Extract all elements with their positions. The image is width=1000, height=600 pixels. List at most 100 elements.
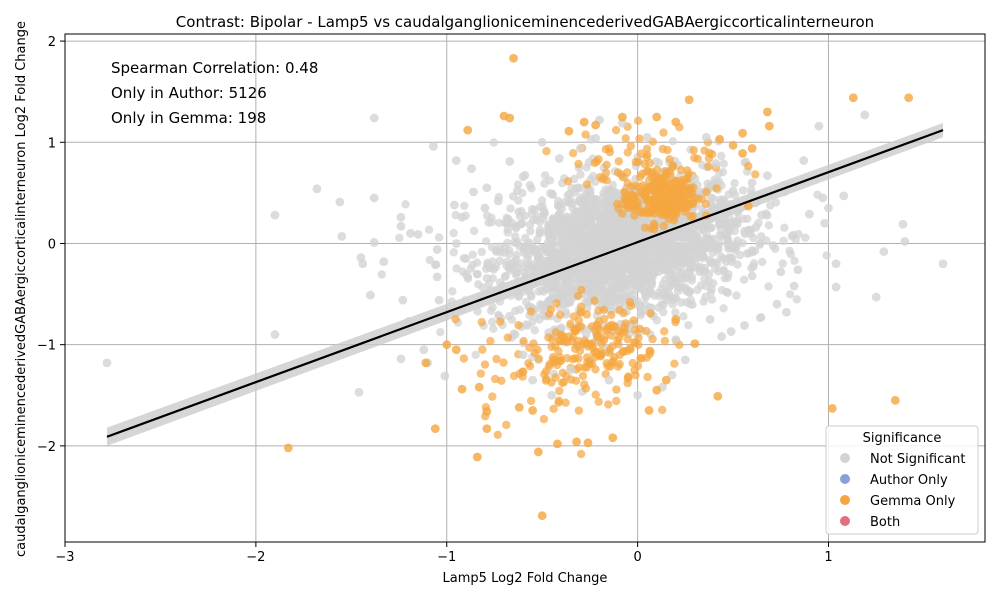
annotation-author-only: Only in Author: 5126 xyxy=(111,84,267,102)
data-point xyxy=(654,303,663,312)
data-point xyxy=(693,154,702,163)
data-point xyxy=(678,175,687,185)
data-point xyxy=(583,249,593,258)
data-point xyxy=(597,339,606,348)
data-point xyxy=(594,257,603,266)
data-point xyxy=(505,266,515,275)
data-point xyxy=(576,170,585,179)
data-point xyxy=(533,447,543,457)
data-point xyxy=(544,309,554,318)
data-point xyxy=(574,363,584,372)
data-point xyxy=(692,246,702,255)
data-point xyxy=(785,290,795,299)
data-point xyxy=(516,259,526,268)
data-point xyxy=(654,158,664,167)
data-point xyxy=(571,376,581,385)
chart-title: Contrast: Bipolar - Lamp5 vs caudalgangl… xyxy=(176,13,874,31)
data-point xyxy=(452,264,461,273)
data-point xyxy=(476,369,486,378)
data-point xyxy=(697,237,706,246)
data-point xyxy=(495,248,505,257)
data-point xyxy=(602,325,611,335)
data-point xyxy=(659,221,668,231)
data-point xyxy=(481,237,491,246)
data-point xyxy=(712,184,721,193)
data-point xyxy=(547,335,557,344)
data-point xyxy=(890,395,900,405)
data-point xyxy=(664,245,673,254)
data-point xyxy=(622,236,631,245)
data-point xyxy=(526,396,536,406)
data-point xyxy=(615,306,624,315)
data-point xyxy=(528,406,538,415)
data-point xyxy=(660,327,669,336)
data-point xyxy=(671,117,681,127)
data-point xyxy=(630,211,639,220)
data-point xyxy=(698,195,707,204)
data-point xyxy=(632,222,641,231)
data-point xyxy=(523,254,532,263)
data-point xyxy=(789,281,799,291)
data-point xyxy=(623,276,632,285)
data-point xyxy=(839,191,849,201)
data-point xyxy=(644,175,654,185)
data-point xyxy=(469,226,479,236)
data-point xyxy=(700,146,709,155)
data-point xyxy=(615,350,624,360)
data-point xyxy=(576,184,585,193)
data-point xyxy=(751,170,760,179)
data-point xyxy=(514,196,523,205)
data-point xyxy=(451,239,461,248)
data-point xyxy=(591,120,601,130)
data-point xyxy=(449,200,459,210)
data-point xyxy=(539,214,548,223)
data-point xyxy=(639,306,648,316)
data-point xyxy=(492,354,501,364)
data-point xyxy=(521,320,531,329)
data-point xyxy=(530,348,539,358)
data-point xyxy=(685,300,695,309)
data-point xyxy=(684,321,693,330)
data-point xyxy=(480,360,490,369)
data-point xyxy=(547,342,556,351)
data-point xyxy=(779,236,788,246)
data-point xyxy=(633,297,642,306)
data-point xyxy=(482,274,492,283)
data-point xyxy=(607,310,616,320)
data-point xyxy=(461,296,470,305)
data-point xyxy=(776,267,786,277)
data-point xyxy=(556,356,566,366)
data-point xyxy=(525,181,535,190)
data-point xyxy=(642,326,651,336)
data-point xyxy=(461,254,471,264)
data-point xyxy=(676,165,686,175)
data-point xyxy=(519,287,528,296)
data-point xyxy=(663,263,672,273)
data-point xyxy=(688,236,697,245)
data-point xyxy=(502,420,511,430)
data-point xyxy=(617,291,627,300)
data-point xyxy=(586,276,596,285)
data-point xyxy=(661,375,671,385)
data-point xyxy=(626,141,635,151)
data-point xyxy=(732,291,741,300)
data-point xyxy=(547,257,556,266)
data-point xyxy=(630,229,640,238)
data-point xyxy=(587,322,597,331)
data-point xyxy=(594,317,604,326)
data-point xyxy=(685,266,694,275)
data-point xyxy=(514,321,523,330)
data-point xyxy=(562,338,572,347)
data-point xyxy=(473,307,482,316)
data-point xyxy=(574,406,584,415)
data-point xyxy=(596,351,605,360)
cluster-gemma-only xyxy=(613,145,711,234)
data-point xyxy=(614,157,623,166)
regression-line xyxy=(106,129,944,438)
data-point xyxy=(495,256,504,266)
data-point xyxy=(533,235,542,244)
data-point xyxy=(603,205,612,215)
data-point xyxy=(634,182,644,191)
data-point xyxy=(690,339,700,349)
data-point xyxy=(553,439,562,449)
